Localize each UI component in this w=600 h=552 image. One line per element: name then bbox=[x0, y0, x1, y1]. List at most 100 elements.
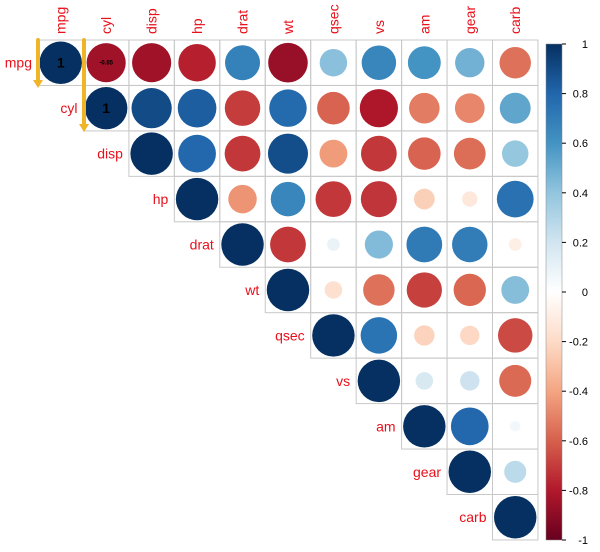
circle-gear-carb bbox=[504, 460, 527, 483]
value-label-mpg-mpg: 1 bbox=[57, 55, 65, 71]
circle-vs-gear bbox=[460, 371, 480, 391]
column-label-drat: drat bbox=[235, 10, 251, 34]
circle-disp-wt bbox=[267, 133, 308, 174]
circle-mpg-am bbox=[407, 46, 441, 80]
circle-hp-wt bbox=[270, 181, 306, 217]
circle-am-am bbox=[403, 405, 446, 448]
circle-drat-wt bbox=[270, 226, 306, 263]
annotation-arrows bbox=[33, 38, 89, 132]
circle-vs-vs bbox=[357, 359, 401, 403]
circle-drat-drat bbox=[221, 223, 264, 266]
row-label-qsec: qsec bbox=[275, 327, 305, 343]
colorbar-tick-label-4: 0.2 bbox=[573, 237, 588, 249]
circle-drat-am bbox=[406, 226, 443, 263]
circle-wt-am bbox=[406, 272, 442, 308]
value-label-cyl-cyl: 1 bbox=[102, 100, 110, 116]
circle-qsec-gear bbox=[460, 325, 480, 346]
circle-disp-disp bbox=[130, 132, 173, 175]
column-label-cyl: cyl bbox=[98, 17, 114, 34]
column-label-mpg: mpg bbox=[53, 7, 69, 34]
circle-mpg-disp bbox=[132, 43, 172, 83]
row-label-disp: disp bbox=[97, 146, 123, 162]
column-labels: mpg cyl disp hp drat wt qsec vs am gear carb bbox=[53, 4, 523, 35]
colorbar-tick-label-9: -0.8 bbox=[569, 485, 588, 497]
circle-drat-qsec bbox=[327, 238, 340, 251]
circle-cyl-am bbox=[409, 92, 440, 124]
column-label-hp: hp bbox=[189, 18, 205, 34]
circle-vs-carb bbox=[499, 364, 532, 397]
row-labels: mpg cyl disp hp drat wt qsec vs am gear carb bbox=[5, 55, 487, 525]
row-label-drat: drat bbox=[190, 237, 214, 253]
colorbar-tick-label-10: -1 bbox=[578, 535, 588, 547]
colorbar-gradient bbox=[545, 43, 563, 541]
circle-wt-wt bbox=[266, 268, 310, 312]
row-label-carb: carb bbox=[459, 509, 486, 525]
circle-cyl-hp bbox=[177, 88, 217, 128]
circle-wt-qsec bbox=[324, 281, 343, 299]
circle-disp-drat bbox=[224, 135, 261, 172]
column-label-gear: gear bbox=[462, 6, 478, 34]
colorbar-tick-label-5: 0 bbox=[582, 287, 588, 299]
column-label-disp: disp bbox=[144, 8, 160, 34]
value-labels: 1 -0.85 1 bbox=[57, 55, 114, 116]
colorbar-tick-label-8: -0.6 bbox=[569, 436, 588, 448]
column-label-carb: carb bbox=[507, 7, 523, 34]
column-label-am: am bbox=[416, 15, 432, 34]
circle-am-gear bbox=[450, 407, 489, 446]
circle-mpg-qsec bbox=[319, 48, 348, 77]
row-label-am: am bbox=[376, 418, 395, 434]
circle-gear-gear bbox=[448, 450, 491, 493]
circle-disp-am bbox=[408, 137, 441, 170]
circle-carb-carb bbox=[493, 495, 537, 539]
row-label-wt: wt bbox=[244, 282, 259, 298]
row-label-vs: vs bbox=[336, 373, 350, 389]
circle-disp-hp bbox=[178, 134, 216, 173]
column-label-qsec: qsec bbox=[325, 4, 341, 34]
circle-drat-gear bbox=[452, 226, 488, 263]
row-label-cyl: cyl bbox=[60, 100, 77, 116]
circle-cyl-qsec bbox=[317, 91, 350, 125]
circle-cyl-wt bbox=[269, 89, 307, 127]
annotation-arrow-head-1 bbox=[33, 80, 43, 88]
circle-wt-carb bbox=[501, 276, 530, 304]
grid-lines bbox=[37, 39, 539, 541]
correlation-circles bbox=[39, 41, 537, 539]
row-label-mpg: mpg bbox=[5, 55, 32, 71]
circle-hp-hp bbox=[175, 177, 219, 221]
colorbar: 1 0.8 0.6 0.4 0.2 0 -0.2 -0.4 -0.6 -0.8 -1 bbox=[545, 39, 588, 547]
grid-cell-carb-carb bbox=[492, 494, 539, 541]
column-label-vs: vs bbox=[371, 20, 387, 34]
circle-mpg-drat bbox=[225, 45, 261, 81]
colorbar-tick-label-0: 1 bbox=[582, 39, 588, 51]
circle-mpg-gear bbox=[455, 48, 485, 78]
colorbar-tick-label-1: 0.8 bbox=[573, 89, 588, 101]
row-label-gear: gear bbox=[413, 464, 441, 480]
circle-mpg-hp bbox=[178, 43, 216, 82]
circle-hp-carb bbox=[496, 180, 534, 218]
circle-mpg-cyl bbox=[86, 43, 126, 83]
circle-hp-drat bbox=[228, 184, 257, 214]
circle-wt-gear bbox=[453, 273, 486, 307]
circle-disp-qsec bbox=[319, 139, 348, 168]
annotation-arrow-head-2 bbox=[79, 124, 89, 132]
circle-am-carb bbox=[510, 421, 521, 432]
circle-qsec-vs bbox=[360, 317, 398, 354]
circle-disp-vs bbox=[360, 135, 397, 172]
value-label-mpg-cyl: -0.85 bbox=[99, 61, 113, 67]
circle-cyl-vs bbox=[359, 89, 398, 128]
circle-qsec-carb bbox=[497, 318, 533, 353]
row-label-hp: hp bbox=[153, 191, 169, 207]
circle-mpg-mpg bbox=[39, 41, 82, 84]
column-label-wt: wt bbox=[280, 20, 296, 35]
circle-hp-qsec bbox=[315, 181, 352, 217]
circle-mpg-vs bbox=[361, 45, 397, 80]
circle-qsec-am bbox=[414, 325, 435, 346]
circle-cyl-drat bbox=[224, 90, 261, 126]
circle-qsec-qsec bbox=[312, 314, 355, 357]
circle-disp-carb bbox=[501, 140, 529, 167]
colorbar-tick-label-7: -0.4 bbox=[569, 386, 588, 398]
circle-cyl-disp bbox=[131, 88, 172, 129]
circle-drat-vs bbox=[364, 230, 393, 259]
circle-mpg-carb bbox=[499, 46, 531, 79]
